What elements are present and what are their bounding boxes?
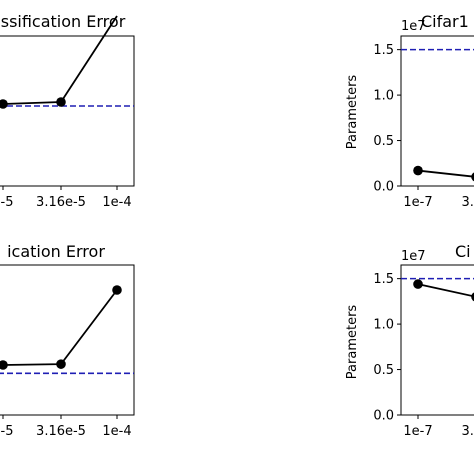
data-point bbox=[56, 359, 66, 369]
panel-bottom-right: Ci 1e7 Parameters 1e-7 3.16 0.0 0.5 1.0 1.5 bbox=[345, 242, 474, 439]
series-line bbox=[417, 169, 474, 178]
y-tick-label: 1.0 bbox=[373, 89, 394, 104]
chart-title: Ci bbox=[455, 242, 471, 261]
y-tick-label: 1.5 bbox=[373, 43, 394, 58]
y-tick-label: 0.0 bbox=[373, 180, 394, 195]
data-point bbox=[112, 285, 122, 295]
panel-top-right: Cifar1 1e7 Parameters 1e-7 3.16 0.0 0.5 1.0 1… bbox=[345, 12, 474, 210]
plot-frame bbox=[400, 264, 474, 416]
x-tick-label: 3.16e-5 bbox=[36, 195, 86, 210]
y-tick-label: 1.0 bbox=[373, 318, 394, 333]
y-axis-label: Parameters bbox=[345, 305, 360, 380]
axis-exponent: 1e7 bbox=[401, 249, 426, 264]
data-point bbox=[413, 165, 423, 176]
chart-title: ication Error bbox=[7, 242, 105, 261]
axis-exponent: 1e7 bbox=[401, 19, 426, 34]
x-tick-label: 1e-4 bbox=[102, 424, 131, 439]
panel-top-left: ssification Error e-5 3.16e-5 1e-4 bbox=[0, 12, 135, 210]
data-point bbox=[0, 99, 8, 109]
x-tick-label: e-5 bbox=[0, 195, 13, 210]
x-tick-label: e-5 bbox=[0, 424, 13, 439]
x-tick-label: 3.16e-5 bbox=[36, 424, 86, 439]
x-tick-label: 1e-4 bbox=[102, 195, 131, 210]
data-point bbox=[471, 292, 474, 302]
data-point bbox=[471, 172, 474, 182]
x-tick-label: 3.16 bbox=[462, 195, 474, 210]
plot-frame bbox=[0, 35, 135, 187]
data-point bbox=[413, 279, 423, 289]
chart-title: ssification Error bbox=[1, 12, 126, 31]
y-tick-label: 0.5 bbox=[373, 363, 394, 378]
series-line bbox=[417, 283, 474, 298]
x-tick-label: 1e-7 bbox=[403, 195, 432, 210]
chart-title: Cifar1 bbox=[421, 12, 469, 31]
panel-bottom-left: ication Error e-5 3.16e-5 1e-4 bbox=[0, 242, 135, 439]
y-tick-label: 0.5 bbox=[373, 134, 394, 149]
x-tick-label: 3.16 bbox=[462, 424, 474, 439]
data-point bbox=[56, 97, 66, 107]
y-tick-label: 0.0 bbox=[373, 409, 394, 424]
y-axis-label: Parameters bbox=[345, 75, 360, 150]
y-tick-label: 1.5 bbox=[373, 272, 394, 287]
x-tick-label: 1e-7 bbox=[403, 424, 432, 439]
plot-frame bbox=[0, 264, 135, 416]
data-point bbox=[0, 360, 8, 370]
plot-frame bbox=[400, 35, 474, 187]
series-line bbox=[2, 289, 118, 366]
